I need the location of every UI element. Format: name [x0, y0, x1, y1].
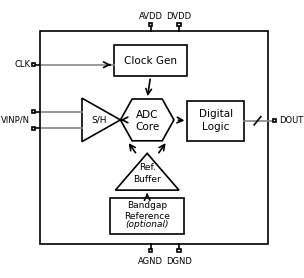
Polygon shape [82, 98, 120, 142]
Polygon shape [120, 99, 174, 141]
Bar [110, 198, 184, 234]
Text: ADC: ADC [136, 110, 158, 120]
Bar [273, 119, 276, 122]
Text: Digital
Logic: Digital Logic [199, 109, 233, 132]
Text: VINP/N: VINP/N [1, 115, 30, 125]
Bar [149, 23, 152, 26]
Text: Core: Core [135, 121, 159, 131]
Text: DOUT: DOUT [279, 116, 303, 125]
Text: Buffer: Buffer [133, 175, 161, 184]
Bar [32, 63, 35, 66]
Text: Ref.: Ref. [139, 163, 156, 172]
Bar [177, 23, 181, 26]
Text: CLK: CLK [14, 60, 30, 69]
Text: Bandgap
Reference: Bandgap Reference [124, 201, 170, 221]
Polygon shape [116, 153, 179, 190]
Text: DVDD: DVDD [166, 12, 192, 21]
Text: AVDD: AVDD [139, 12, 163, 21]
Bar [114, 45, 187, 76]
Bar [177, 249, 181, 252]
Bar [32, 110, 35, 113]
Text: (optional): (optional) [126, 220, 169, 229]
Text: DGND: DGND [166, 257, 192, 266]
Text: AGND: AGND [138, 257, 163, 266]
Bar [32, 126, 35, 130]
Bar [187, 101, 244, 141]
Text: Clock Gen: Clock Gen [124, 56, 177, 66]
Bar [149, 249, 152, 252]
Bar [40, 31, 268, 244]
Text: S/H: S/H [92, 115, 107, 125]
